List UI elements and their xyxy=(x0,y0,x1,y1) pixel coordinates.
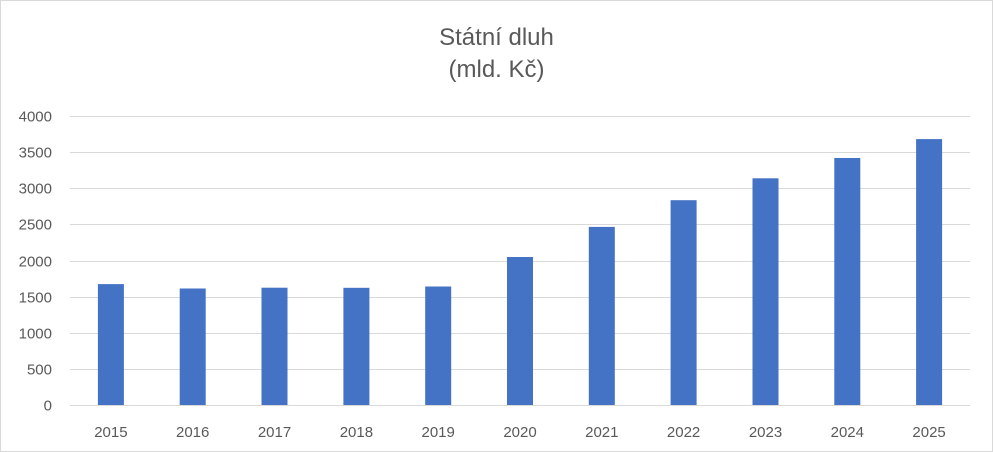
x-tick-label: 2018 xyxy=(340,424,373,441)
chart-title: Státní dluh xyxy=(439,24,554,51)
bar-2021 xyxy=(588,226,615,405)
x-tick-label: 2016 xyxy=(176,424,209,441)
bars xyxy=(97,139,943,405)
y-tick-label: 0 xyxy=(44,398,52,415)
bar-2023 xyxy=(752,178,779,405)
x-tick-label: 2015 xyxy=(94,424,127,441)
bar-2015 xyxy=(97,284,124,405)
x-tick-label: 2022 xyxy=(667,424,700,441)
y-tick-label: 1500 xyxy=(19,290,52,307)
x-tick-label: 2025 xyxy=(912,424,945,441)
y-tick-label: 3000 xyxy=(19,181,52,198)
bar-2024 xyxy=(834,158,861,405)
bar-2020 xyxy=(507,257,533,405)
x-tick-label: 2019 xyxy=(422,424,455,441)
chart-subtitle: (mld. Kč) xyxy=(448,56,545,83)
bar-2016 xyxy=(179,288,206,405)
y-tick-label: 4000 xyxy=(19,109,52,126)
y-axis-tick-labels: 0 500 1000 1500 2000 2500 3000 3500 4000 xyxy=(19,109,52,415)
x-tick-label: 2024 xyxy=(831,424,864,441)
bar-2022 xyxy=(670,200,697,405)
bar-2025 xyxy=(916,139,943,405)
y-tick-label: 3500 xyxy=(19,145,52,162)
x-tick-label: 2021 xyxy=(585,424,618,441)
y-tick-label: 2000 xyxy=(19,254,52,271)
y-tick-label: 500 xyxy=(27,362,52,379)
bar-2019 xyxy=(425,286,452,405)
x-tick-label: 2020 xyxy=(503,424,536,441)
y-tick-label: 1000 xyxy=(19,326,52,343)
x-tick-label: 2023 xyxy=(749,424,782,441)
x-tick-label: 2017 xyxy=(258,424,291,441)
chart-title-block: Státní dluh (mld. Kč) xyxy=(0,22,993,86)
x-axis-tick-labels: 2015 2016 2017 2018 2019 2020 2021 2022 2023 2024… xyxy=(94,424,946,441)
y-tick-label: 2500 xyxy=(19,217,52,234)
bar-2018 xyxy=(343,287,370,405)
bar-2017 xyxy=(261,287,288,405)
